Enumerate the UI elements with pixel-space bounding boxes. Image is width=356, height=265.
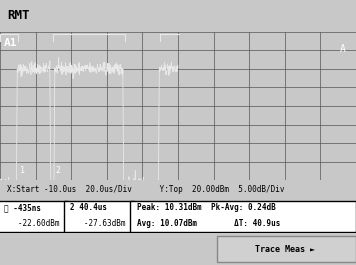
- Text: RMT: RMT: [7, 9, 30, 23]
- Text: ① -435ns: ① -435ns: [4, 203, 41, 212]
- Text: X:Start -10.0us  20.0us/Div      Y:Top  20.00dBm  5.00dB/Div: X:Start -10.0us 20.0us/Div Y:Top 20.00dB…: [7, 185, 284, 194]
- Text: Avg: 10.07dBm        ΔT: 40.9us: Avg: 10.07dBm ΔT: 40.9us: [137, 219, 281, 228]
- Text: 1: 1: [20, 166, 25, 175]
- Text: Peak: 10.31dBm  Pk-Avg: 0.24dB: Peak: 10.31dBm Pk-Avg: 0.24dB: [137, 203, 276, 212]
- Text: -27.63dBm: -27.63dBm: [70, 219, 126, 228]
- Text: A1: A1: [4, 38, 17, 48]
- Text: -22.60dBm: -22.60dBm: [4, 219, 60, 228]
- FancyBboxPatch shape: [130, 201, 356, 232]
- FancyBboxPatch shape: [64, 201, 134, 232]
- Text: 2: 2: [56, 166, 61, 175]
- Text: 2 40.4us: 2 40.4us: [70, 203, 107, 212]
- Text: A: A: [339, 44, 345, 54]
- Text: Trace Meas ►: Trace Meas ►: [255, 245, 315, 254]
- FancyBboxPatch shape: [0, 201, 68, 232]
- FancyBboxPatch shape: [217, 236, 356, 262]
